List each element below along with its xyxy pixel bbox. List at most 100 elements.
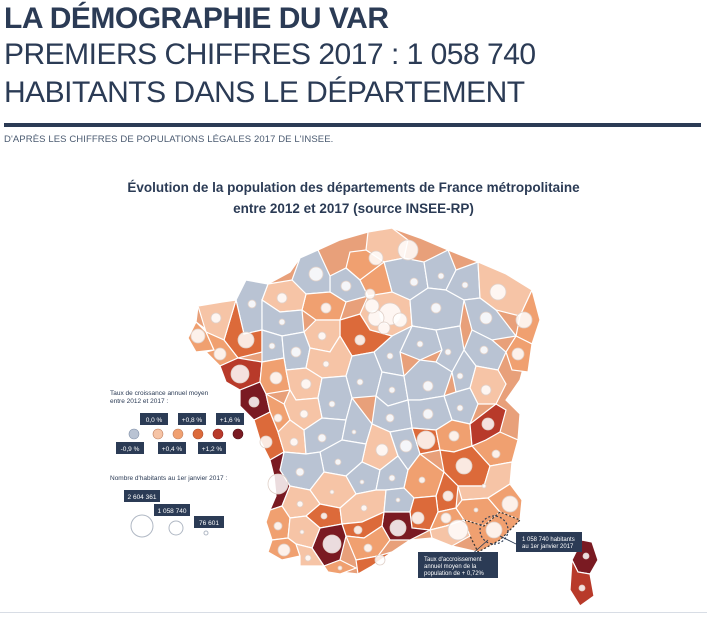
legend-pop-box-2 (194, 516, 224, 528)
legend-swatch-3 (172, 428, 184, 440)
bubble-tarn (353, 525, 363, 535)
bubble-doubs (480, 384, 492, 396)
legend-growth-title: Taux de croissance annuel moyen entre 20… (110, 390, 210, 405)
title-rule (4, 123, 701, 127)
bubble-calvados (276, 292, 288, 304)
bubble-bouches-du-rhone (447, 519, 469, 541)
bubble-ain (448, 430, 460, 442)
bubble-charente (289, 437, 299, 447)
bubble-allier (385, 413, 395, 423)
legend-label-box-3 (116, 442, 144, 454)
bubble-herault (389, 519, 407, 537)
bubble-aude (363, 543, 373, 553)
bubble-alpes-haute-provence (473, 507, 479, 513)
bubble-nord (397, 239, 419, 261)
bubble-haute-marne (444, 348, 452, 356)
legend-label-box-1 (178, 413, 206, 425)
bubble-cotes-armor (210, 312, 222, 324)
var-rate-callout: Taux d'accroissement annuel moyen de la … (424, 557, 485, 577)
bubble-var (485, 521, 503, 539)
legend-growth: Taux de croissance annuel moyen entre 20… (110, 390, 244, 454)
bubble-yvelines (364, 298, 380, 314)
legend-pop-circle-large (130, 514, 154, 538)
bubble-yonne (386, 352, 394, 360)
bubble-cantal (359, 479, 365, 485)
bubble-morbihan (213, 347, 227, 361)
bubble-meurthe (479, 311, 493, 325)
bubble-savoie (491, 449, 501, 459)
page-title-line3: HABITANTS DANS LE DÉPARTEMENT (4, 76, 525, 109)
page-title-bold: LA DÉMOGRAPHIE DU VAR (4, 2, 389, 35)
bubble-haute-corse (582, 552, 590, 560)
bubble-mayenne (268, 342, 276, 350)
bubble-pyrenees-atlantiques (277, 543, 291, 557)
bubble-lot (329, 489, 335, 495)
bubble-ardeche (418, 476, 426, 484)
bubble-corse-du-sud (578, 584, 586, 592)
dept-hautes-pyrenees (295, 543, 326, 567)
legend-swatch-6 (232, 428, 244, 440)
var-callouts: 1 058 740 habitants au 1er janvier 2017 … (418, 532, 582, 578)
bubble-ardennes (437, 272, 445, 280)
legend-pop-title: Nombre d'habitants au 1er janvier 2017 : (110, 475, 227, 482)
bubble-haut-rhin (511, 347, 525, 361)
bubble-manche (247, 299, 257, 309)
bubble-hautes-alpes (481, 483, 487, 489)
bubble-loiret (354, 334, 366, 346)
bubble-cher (356, 378, 364, 386)
legend-label-bottom-0: -0,9 % (121, 446, 140, 453)
legend-pop-value-2: 76 601 (199, 520, 219, 527)
var-pop-callout-box (516, 532, 582, 552)
legend-label-box-2 (216, 413, 244, 425)
dept-corse-du-sud (569, 557, 595, 607)
bubble-landes (273, 521, 283, 531)
legend-label-bottom-1: +0,4 % (162, 446, 183, 453)
bubble-aisne (409, 277, 419, 287)
bubble-puy-de-dome (375, 443, 389, 457)
bubble-orne (278, 318, 286, 326)
legend-swatch-2 (152, 428, 164, 440)
bottom-rule (0, 612, 707, 613)
bubble-indre-et-loire (300, 378, 312, 390)
legend-label-top-0: 0,0 % (146, 417, 163, 424)
page-title-line2: PREMIERS CHIFFRES 2017 : 1 058 740 (4, 38, 536, 71)
legend-pop-value-1: 1 058 740 (158, 508, 187, 515)
bubble-pas-de-calais (368, 250, 384, 266)
bubble-loir-et-cher (322, 360, 330, 368)
legend-pop-value-0: 2 604 361 (128, 494, 157, 501)
bubble-hautes-pyrenees (304, 554, 312, 562)
dept-cher (345, 351, 383, 399)
bubble-tarn-et-garonne (320, 512, 328, 520)
map-title: Évolution de la population des départeme… (0, 177, 707, 219)
bubble-ille-et-vilaine (237, 331, 255, 349)
bubble-sarthe (290, 346, 302, 358)
legend-pop-box-1 (154, 504, 190, 516)
bubble-lot-et-garonne (296, 500, 304, 508)
bubble-gers (299, 529, 305, 535)
legend-label-bottom-2: +1,2 % (202, 446, 223, 453)
bubble-loire (399, 439, 413, 453)
map-title-line2: entre 2012 et 2017 (source INSEE-RP) (233, 201, 474, 216)
bubble-cote-or (422, 380, 434, 392)
bubble-saone-et-loire (422, 408, 434, 420)
bubble-loire-atlantique (230, 364, 250, 384)
bubble-eure-et-loir (317, 331, 327, 341)
bubble-charente-maritime (259, 435, 273, 449)
bubble-pyrenees-orientales (374, 554, 386, 566)
bubble-haute-garonne (322, 534, 342, 554)
bubble-meuse (461, 281, 469, 289)
bubble-deux-sevres (273, 413, 283, 423)
bubble-drome (442, 490, 454, 502)
legend-pop-circle-small (203, 530, 209, 536)
var-rate-callout-box (418, 552, 498, 578)
bubble-vaucluse (440, 512, 452, 524)
bubble-haute-vienne (317, 433, 327, 443)
bubble-gironde (267, 473, 289, 495)
legend-swatch-1 (128, 428, 140, 440)
legend-pop-circle-medium (168, 520, 184, 536)
bubble-dordogne (295, 467, 305, 477)
bubble-creuse (351, 429, 357, 435)
bubble-ariege (337, 565, 343, 571)
